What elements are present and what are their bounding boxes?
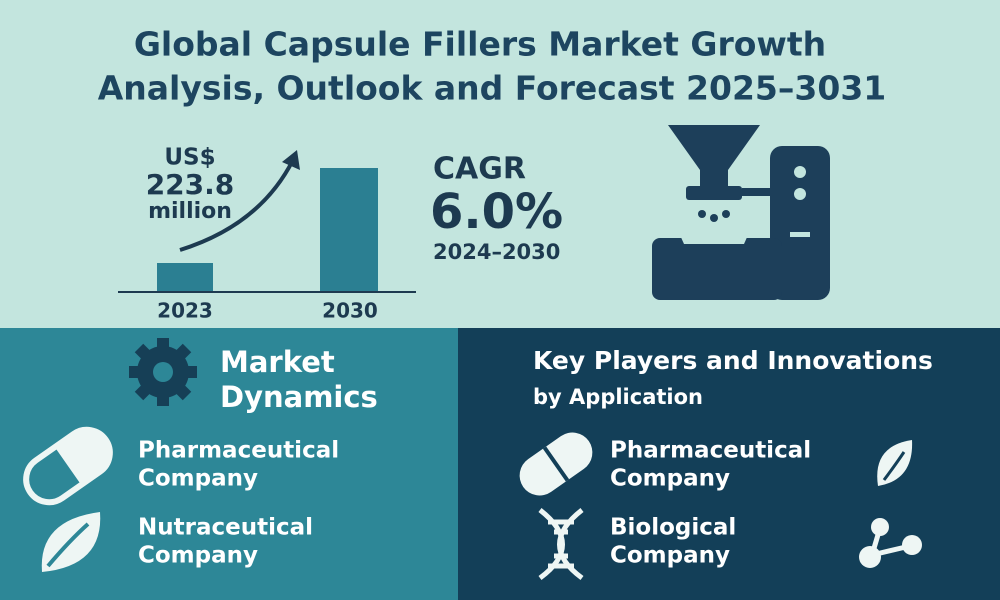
cagr-label: CAGR [433,152,526,187]
item-label: Company [138,543,258,569]
growth-arrow [179,159,295,252]
section-title: Market [220,345,335,379]
item-label: Pharmaceutical [610,438,811,464]
leaf-icon [877,440,913,486]
arrow-head [282,150,300,170]
year-label: 2023 [157,299,213,323]
bar-2023 [157,263,213,292]
capsule-icon [23,426,113,506]
item-label: Company [138,466,258,492]
item-label: Pharmaceutical [138,438,339,464]
cagr-value: 6.0% [430,184,563,240]
item-label: Biological [610,515,736,541]
capsule-icon [519,432,593,496]
amount: 223.8 [146,168,235,201]
currency: US$ [164,145,215,171]
item-label: Nutraceutical [138,515,313,541]
section-title: Key Players and Innovations [533,346,933,375]
section-title: Dynamics [220,380,378,414]
bar-2030 [320,168,378,292]
section-subtitle: by Application [533,385,703,409]
leaf-icon [41,512,101,572]
year-label: 2030 [322,299,378,323]
item-label: Company [610,466,730,492]
machine-icon [652,125,830,300]
growth-illustration [118,150,416,293]
cagr-period: 2024–2030 [433,240,560,264]
unit: million [148,199,232,224]
title-line: Analysis, Outlook and Forecast 2025–3031 [98,69,887,108]
dna-icon [538,508,584,581]
gear-icon [129,338,197,406]
title-line: Global Capsule Fillers Market Growth [134,25,826,64]
item-label: Company [610,543,730,569]
molecule-icon [859,518,922,568]
